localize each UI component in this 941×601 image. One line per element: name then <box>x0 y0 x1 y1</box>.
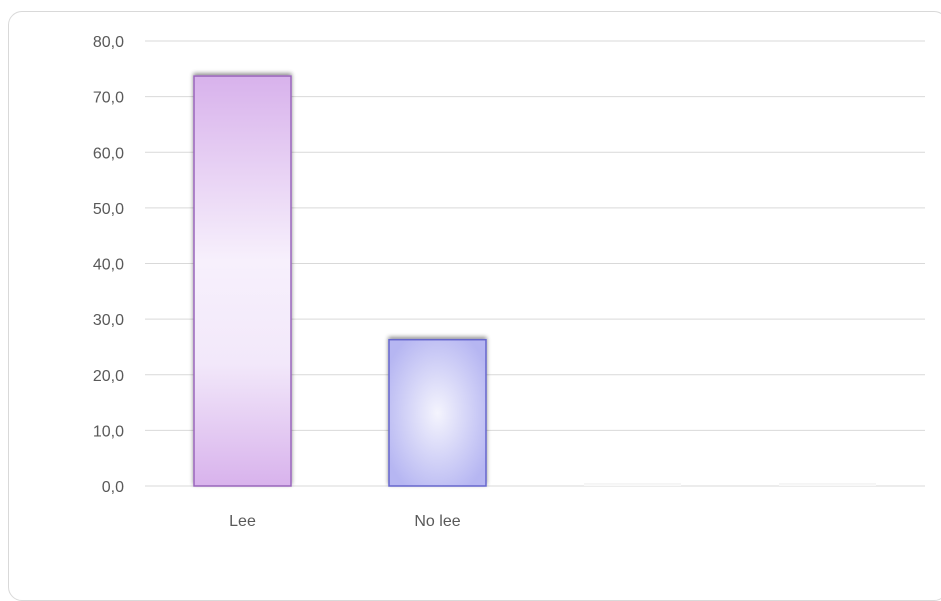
y-tick-label: 60,0 <box>93 145 124 162</box>
x-category-label: Lee <box>229 513 256 530</box>
bars <box>193 75 876 487</box>
x-category-label: No lee <box>414 513 460 530</box>
y-tick-label: 20,0 <box>93 368 124 385</box>
bar-no-lee <box>388 338 487 487</box>
y-tick-label: 80,0 <box>93 34 124 51</box>
y-tick-label: 10,0 <box>93 423 124 440</box>
y-tick-label: 40,0 <box>93 257 124 274</box>
y-tick-label: 70,0 <box>93 90 124 107</box>
bar-empty-2 <box>584 483 681 486</box>
y-axis-ticks: 0,0 10,0 20,0 30,0 40,0 50,0 60,0 70,0 80,0 <box>93 34 124 496</box>
chart-frame <box>8 11 941 601</box>
y-tick-label: 0,0 <box>102 479 124 496</box>
bar-empty-3 <box>779 483 876 486</box>
bar-lee <box>193 75 292 487</box>
x-axis-labels: Lee No lee <box>229 513 461 530</box>
y-tick-label: 30,0 <box>93 312 124 329</box>
y-tick-label: 50,0 <box>93 201 124 218</box>
